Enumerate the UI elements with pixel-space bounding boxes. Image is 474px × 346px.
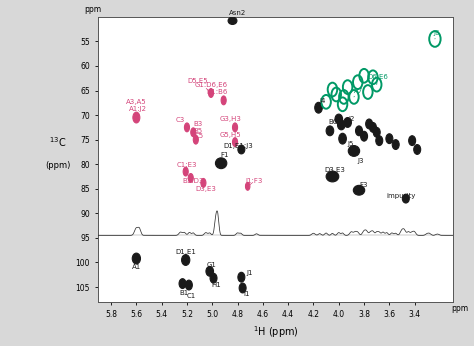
Ellipse shape [191,128,196,137]
Text: B1:D3: B1:D3 [182,178,203,184]
Ellipse shape [238,145,245,154]
Text: D1,E1: D1,E1 [175,249,196,260]
Text: G1:D6,E6
H1:B6: G1:D6,E6 H1:B6 [194,82,228,100]
Ellipse shape [326,171,339,182]
Ellipse shape [246,182,250,190]
Ellipse shape [179,279,186,289]
Text: G1: G1 [206,262,216,271]
Ellipse shape [133,112,140,123]
Ellipse shape [365,119,373,129]
Text: J3: J3 [354,151,364,164]
Text: B1: B1 [179,284,188,296]
Text: ppm: ppm [451,304,468,313]
Ellipse shape [209,89,213,98]
Ellipse shape [182,255,190,265]
Ellipse shape [337,120,345,130]
Text: J5: J5 [343,139,354,147]
Text: C5: C5 [194,133,203,140]
Text: D3,E3: D3,E3 [195,183,216,192]
Ellipse shape [188,174,193,182]
Text: H1: H1 [211,278,221,288]
Text: (ppm): (ppm) [45,161,70,170]
Ellipse shape [184,123,190,132]
Text: I1: I1 [243,288,250,298]
Text: G5,H5: G5,H5 [220,132,241,142]
Text: I1:F3: I1:F3 [246,179,263,185]
Ellipse shape [132,253,140,264]
Ellipse shape [344,118,351,127]
Text: A3,A5
A1:J2: A3,A5 A1:J2 [126,99,146,118]
Text: A1: A1 [132,258,141,270]
Ellipse shape [215,158,227,169]
Text: Asn2: Asn2 [229,10,246,21]
Ellipse shape [339,133,346,144]
Text: J2: J2 [349,116,355,122]
Ellipse shape [326,126,334,136]
Text: D1,E1:J3: D1,E1:J3 [223,143,253,149]
Ellipse shape [183,167,188,176]
Ellipse shape [392,140,399,149]
Ellipse shape [402,194,410,203]
Ellipse shape [233,123,237,132]
Ellipse shape [335,114,343,124]
Ellipse shape [201,179,206,187]
Ellipse shape [221,96,226,105]
Text: J4: J4 [319,98,326,108]
Text: B6: B6 [328,119,337,131]
Text: G3,H3: G3,H3 [219,116,241,127]
Ellipse shape [373,127,380,137]
Ellipse shape [376,136,383,146]
Ellipse shape [210,273,217,283]
Text: C1: C1 [187,285,196,299]
Text: B3
B5: B3 B5 [193,121,202,134]
Ellipse shape [386,134,393,144]
Text: J1: J1 [241,270,253,277]
Text: A7: A7 [354,88,363,97]
X-axis label: $^{1}$H (ppm): $^{1}$H (ppm) [253,325,299,340]
Text: D6,E6: D6,E6 [367,74,388,85]
Ellipse shape [414,145,421,154]
Ellipse shape [409,136,416,146]
Ellipse shape [238,272,245,282]
Ellipse shape [206,266,213,276]
Text: J6: J6 [434,29,440,39]
Ellipse shape [193,135,198,144]
Ellipse shape [233,138,237,147]
Ellipse shape [369,122,376,132]
Text: D5,E5: D5,E5 [188,78,209,91]
Ellipse shape [356,126,363,136]
Text: C1:E3: C1:E3 [177,162,197,172]
Ellipse shape [361,131,367,141]
Text: D3,E3: D3,E3 [324,167,345,176]
Text: F1: F1 [220,152,229,163]
Ellipse shape [228,17,237,25]
Ellipse shape [315,102,322,113]
Ellipse shape [348,146,360,156]
Text: C3: C3 [175,117,187,127]
Ellipse shape [239,283,246,293]
Text: ppm: ppm [84,6,101,15]
Ellipse shape [353,185,365,195]
Text: F3: F3 [359,182,368,188]
Ellipse shape [185,280,192,290]
Text: $^{13}$C: $^{13}$C [49,135,66,149]
Text: impurity: impurity [387,193,416,199]
